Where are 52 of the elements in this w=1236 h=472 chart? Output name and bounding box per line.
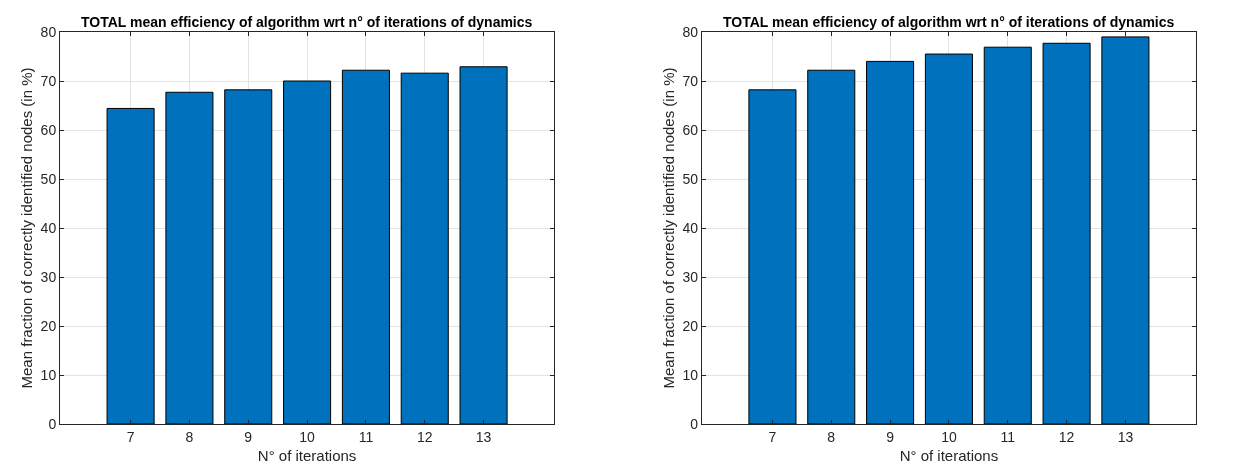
- y-tick-label: 40: [682, 219, 699, 236]
- x-axis-title: N° of iterations: [899, 446, 999, 464]
- bar: [748, 89, 797, 424]
- bar: [283, 80, 332, 424]
- y-tick-label: 40: [40, 219, 57, 236]
- y-tick-label: 60: [682, 121, 699, 138]
- x-tick-label: 13: [1117, 428, 1134, 445]
- x-tick-label: 10: [299, 428, 316, 445]
- x-tick-label: 9: [244, 428, 253, 445]
- y-tick-label: 10: [40, 366, 57, 383]
- x-tick-label: 7: [768, 428, 777, 445]
- y-tick-label: 50: [40, 170, 57, 187]
- bar: [459, 66, 508, 424]
- bar: [341, 69, 390, 424]
- y-tick-label: 30: [40, 268, 57, 285]
- y-tick-label: 70: [40, 72, 57, 89]
- bar: [983, 46, 1032, 424]
- y-tick-label: 80: [682, 23, 699, 40]
- y-tick-label: 10: [682, 366, 699, 383]
- x-tick-label: 12: [416, 428, 433, 445]
- x-tick-label: 8: [185, 428, 194, 445]
- chart-title: TOTAL mean efficiency of algorithm wrt n° of iterations of dynamics: [81, 14, 533, 30]
- chart-title: TOTAL mean efficiency of algorithm wrt n° of iterations of dynamics: [723, 14, 1175, 30]
- y-tick-label: 70: [682, 72, 699, 89]
- x-tick-label: 8: [827, 428, 836, 445]
- y-tick-label: 20: [682, 317, 699, 334]
- bar: [224, 89, 273, 424]
- x-tick-label: 11: [1000, 428, 1016, 445]
- y-tick-label: 0: [690, 415, 699, 432]
- x-tick-label: 7: [126, 428, 135, 445]
- x-tick-label: 9: [886, 428, 895, 445]
- x-tick-label: 12: [1058, 428, 1075, 445]
- bar: [1101, 36, 1150, 424]
- x-tick-label: 13: [475, 428, 492, 445]
- y-tick-label: 50: [682, 170, 699, 187]
- y-tick-label: 20: [40, 317, 57, 334]
- y-tick-label: 60: [40, 121, 57, 138]
- bar: [807, 69, 856, 424]
- bar: [106, 107, 155, 424]
- y-tick-label: 80: [40, 23, 57, 40]
- bar: [400, 72, 449, 424]
- bar: [924, 53, 973, 424]
- x-tick-label: 11: [358, 428, 374, 445]
- x-tick-label: 10: [941, 428, 957, 445]
- y-tick-label: 30: [682, 268, 699, 285]
- bar: [165, 91, 214, 424]
- y-tick-label: 0: [48, 415, 57, 432]
- y-axis-title: Mean fraction of correctly identified nodes (in %): [17, 67, 35, 389]
- y-axis-title: Mean fraction of correctly identified nodes (in %): [659, 67, 677, 389]
- bar: [1042, 42, 1091, 424]
- bar: [866, 60, 915, 424]
- x-axis-title: N° of iterations: [257, 446, 357, 464]
